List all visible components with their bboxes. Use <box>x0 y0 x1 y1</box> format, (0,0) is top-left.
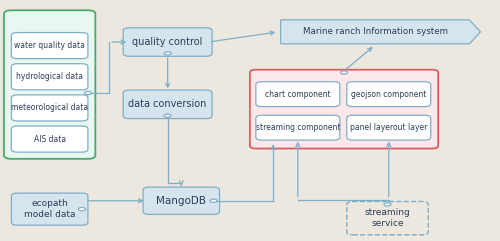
FancyBboxPatch shape <box>12 193 88 225</box>
FancyBboxPatch shape <box>123 90 212 119</box>
FancyBboxPatch shape <box>347 201 428 235</box>
FancyBboxPatch shape <box>12 95 88 121</box>
Circle shape <box>384 203 391 206</box>
Text: MangoDB: MangoDB <box>156 196 206 206</box>
Text: geojson component: geojson component <box>351 90 426 99</box>
FancyBboxPatch shape <box>4 10 96 159</box>
Text: data conversion: data conversion <box>128 99 207 109</box>
Text: meteorological data: meteorological data <box>11 103 88 112</box>
Circle shape <box>340 71 347 74</box>
Text: quality control: quality control <box>132 37 203 47</box>
Text: Marine ranch Information system: Marine ranch Information system <box>302 27 448 36</box>
FancyBboxPatch shape <box>347 82 430 107</box>
Text: streaming component: streaming component <box>256 123 340 132</box>
FancyBboxPatch shape <box>256 115 340 140</box>
Text: water quality data: water quality data <box>14 41 85 50</box>
Text: hydrological data: hydrological data <box>16 72 83 81</box>
FancyBboxPatch shape <box>250 70 438 148</box>
FancyBboxPatch shape <box>347 115 430 140</box>
Circle shape <box>164 52 171 55</box>
Text: chart component: chart component <box>265 90 330 99</box>
Circle shape <box>210 199 217 202</box>
FancyBboxPatch shape <box>12 126 88 152</box>
Circle shape <box>164 114 171 117</box>
FancyBboxPatch shape <box>256 82 340 107</box>
Circle shape <box>78 208 86 211</box>
FancyBboxPatch shape <box>12 33 88 59</box>
FancyBboxPatch shape <box>12 64 88 90</box>
Polygon shape <box>280 20 480 44</box>
Circle shape <box>84 91 91 95</box>
FancyBboxPatch shape <box>143 187 220 214</box>
FancyBboxPatch shape <box>123 28 212 56</box>
Text: AIS data: AIS data <box>34 134 66 144</box>
Text: ecopath
model data: ecopath model data <box>24 200 76 219</box>
Text: streaming
service: streaming service <box>364 208 410 228</box>
Text: panel layerout layer: panel layerout layer <box>350 123 428 132</box>
